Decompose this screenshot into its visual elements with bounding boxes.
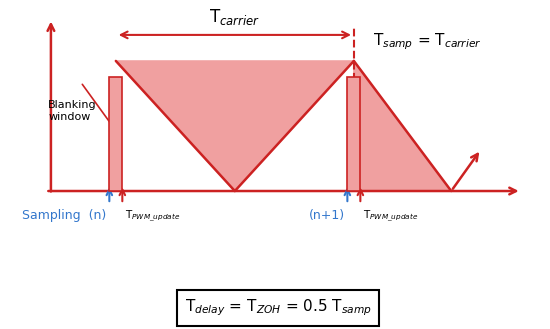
Text: Sampling  (n): Sampling (n) (23, 209, 107, 222)
Text: T$_{carrier}$: T$_{carrier}$ (209, 7, 261, 27)
Text: T$_{PWM\_update}$: T$_{PWM\_update}$ (363, 209, 419, 224)
Polygon shape (116, 61, 354, 191)
Text: T$_{delay}$ = T$_{ZOH}$ = 0.5 T$_{samp}$: T$_{delay}$ = T$_{ZOH}$ = 0.5 T$_{samp}$ (185, 298, 372, 318)
Text: T$_{samp}$ = T$_{carrier}$: T$_{samp}$ = T$_{carrier}$ (373, 31, 482, 52)
Bar (109, 77, 122, 191)
Text: Blanking
window: Blanking window (48, 100, 97, 121)
Text: T$_{PWM\_update}$: T$_{PWM\_update}$ (125, 209, 180, 224)
Text: (n+1): (n+1) (309, 209, 345, 222)
Polygon shape (354, 61, 451, 191)
Bar (348, 77, 360, 191)
